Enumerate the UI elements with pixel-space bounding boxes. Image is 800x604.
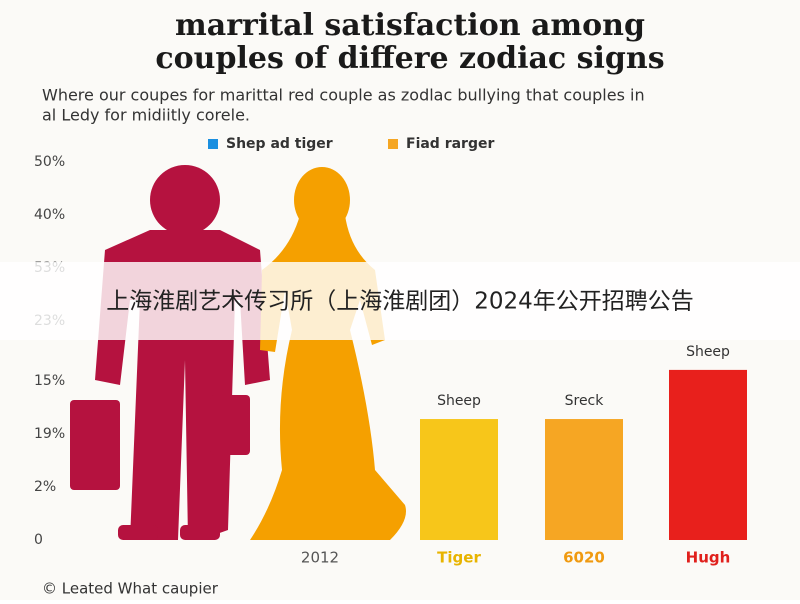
x-tick-label: Hugh (686, 549, 731, 567)
legend-label: Fiad rarger (406, 136, 494, 152)
bar (545, 419, 623, 540)
y-tick-label: 50% (34, 154, 65, 170)
y-tick-label: 15% (34, 373, 65, 389)
y-tick-label: 0 (34, 532, 43, 548)
x-tick-label: 2012 (301, 549, 339, 567)
legend-label: Shep ad tiger (226, 136, 333, 152)
legend-swatch (388, 139, 398, 149)
bar-label: Sreck (565, 393, 605, 409)
subtitle: al Ledy for midiitly corele. (42, 106, 250, 125)
banner: 上海淮剧艺术传习所（上海淮剧团）2024年公开招聘公告 (106, 289, 694, 315)
banner-background (0, 262, 800, 340)
subtitle: Where our coupes for marittal red couple… (42, 86, 645, 105)
chart-title: couples of differe zodiac signs (155, 41, 664, 76)
y-tick-label: 2% (34, 479, 56, 495)
bar-label: Sheep (686, 344, 730, 360)
x-tick-label: 6020 (563, 549, 605, 567)
y-tick-label: 19% (34, 426, 65, 442)
bar-label: Sheep (437, 393, 481, 409)
y-tick-label: 40% (34, 207, 65, 223)
x-tick-label: Tiger (437, 549, 481, 567)
bar (669, 369, 747, 540)
legend-swatch (208, 139, 218, 149)
footer: © Leated What caupier (42, 580, 219, 598)
bar (420, 419, 498, 540)
chart-title: marrital satisfaction among (175, 8, 645, 43)
